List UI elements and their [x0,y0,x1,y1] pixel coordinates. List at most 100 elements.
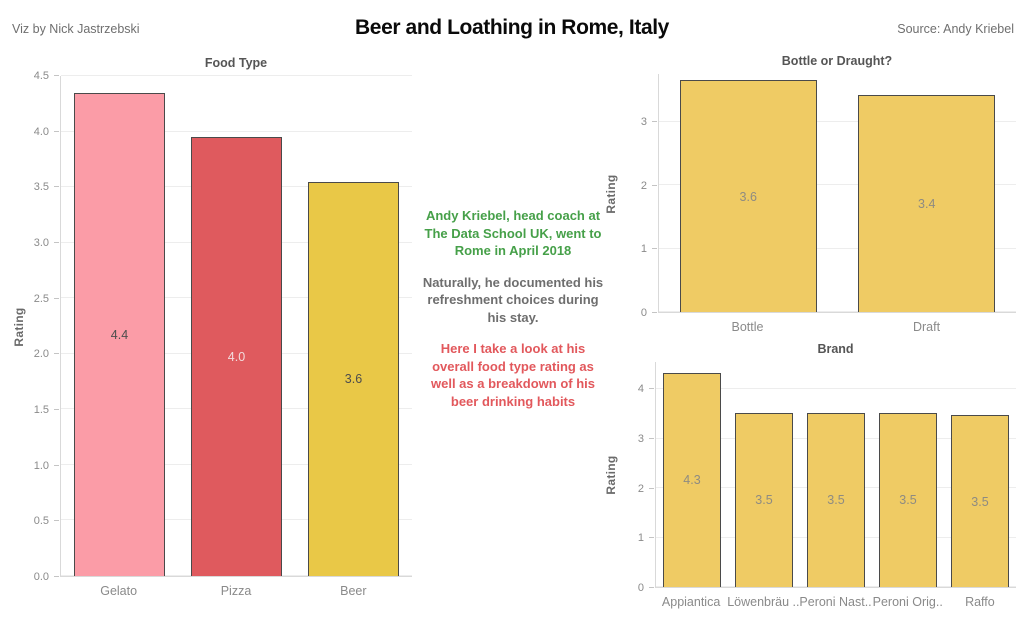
annotation-closing: Here I take a look at his overall food t… [431,341,595,409]
x-label-peroni-nast: Peroni Nast.. [799,595,872,609]
y-tick-mark [652,184,657,186]
category-band: 3.6 [659,74,838,312]
category-band: 4.0 [178,76,295,576]
y-tick-mark [54,464,59,466]
food-y-tick-label: 3.0 [33,237,49,250]
food-y-tick-label: 0.5 [33,515,49,528]
food-y-tick-label: 2.5 [33,292,49,305]
brand-y-axis-title: Rating [604,455,618,495]
bottle-chart-title: Bottle or Draught? [781,54,893,68]
x-label-draft: Draft [912,320,941,334]
x-label-raffo: Raffo [965,595,995,609]
x-label-bottle: Bottle [731,320,764,334]
bar-l-wenbr-u[interactable]: 3.5 [735,412,793,587]
y-tick-mark [54,130,59,132]
category-band: 3.6 [295,76,412,576]
bottle-plot-area: 3.6 3.4 [658,74,1016,313]
byline: Viz by Nick Jastrzebski [12,22,140,36]
category-band: 3.5 [728,362,800,587]
brand-x-labels: Appiantica Löwenbräu .. Peroni Nast.. Peron… [600,588,1016,614]
y-tick-mark [54,576,59,577]
annotation-middle: Naturally, he documented his refreshment… [422,274,604,325]
y-tick-mark [54,409,59,410]
bottle-y-axis: Rating 0 1 2 3 [600,74,658,319]
x-label-peroni-orig: Peroni Orig.. [872,595,943,609]
brand-y-tick-label: 4 [637,383,644,396]
food-type-chart: Food Type Rating 0.0 0.5 1.0 1.5 2.0 2.5 3.0 3.5 4… [8,56,412,603]
category-band: 3.5 [944,362,1016,587]
x-label-pizza: Pizza [220,584,252,598]
bottle-chart-body: Rating 0 1 2 3 3.6 3.4 [600,74,1016,319]
bar-peroni-nast[interactable]: 3.5 [807,412,865,587]
category-band: 4.3 [656,362,728,587]
food-y-tick-label: 1.0 [33,459,49,472]
food-y-tick-label: 4.0 [33,125,49,138]
y-tick-mark [54,242,59,243]
food-y-axis: Rating 0.0 0.5 1.0 1.5 2.0 2.5 3.0 3.5 4.0 4.5 [8,70,60,583]
food-bars: 4.4 4.0 3.6 [61,76,412,576]
bar-value-label: 4.0 [227,350,246,365]
annotation-block: Andy Kriebel, head coach at The Data Sch… [412,207,614,424]
bottle-y-tick-label: 1 [640,243,647,256]
bar-pizza[interactable]: 4.0 [190,137,283,576]
food-y-tick-label: 4.5 [33,70,49,82]
brand-y-tick-label: 1 [637,532,644,545]
category-band: 3.5 [872,362,944,587]
bar-bottle[interactable]: 3.6 [679,80,817,312]
x-label-appiantica: Appiantica [661,595,721,609]
gridline [659,120,1016,122]
bar-value-label: 3.5 [755,493,773,508]
y-tick-mark [649,537,654,539]
bar-draft[interactable]: 3.4 [858,94,996,312]
y-tick-mark [652,312,657,313]
bar-beer[interactable]: 3.6 [307,181,400,576]
food-y-tick-label: 0.0 [33,571,49,583]
category-band: 3.5 [800,362,872,587]
food-y-axis-title: Rating [12,306,26,347]
page-title: Beer and Loathing in Rome, Italy [355,16,669,39]
x-label-gelato: Gelato [100,584,138,598]
gridline [61,75,412,76]
bar-appiantica[interactable]: 4.3 [663,372,721,587]
bar-raffo[interactable]: 3.5 [951,415,1009,587]
food-y-tick-label: 3.5 [33,181,49,194]
brand-chart-title: Brand [817,342,854,356]
y-tick-mark [54,520,59,522]
bar-peroni-orig[interactable]: 3.5 [879,412,937,587]
y-tick-mark [652,120,657,122]
y-tick-mark [54,186,59,188]
brand-y-tick-label: 0 [637,582,644,594]
bar-value-label: 3.4 [918,196,936,211]
food-x-labels: Gelato Pizza Beer [8,577,412,603]
y-tick-mark [54,75,59,76]
bottle-y-tick-label: 3 [640,115,647,128]
bar-value-label: 3.5 [827,493,845,508]
brand-y-tick-label: 2 [637,482,644,495]
gridline [659,311,1016,312]
bottle-bars: 3.6 3.4 [659,74,1016,312]
bar-value-label: 3.5 [899,493,917,508]
source-credit: Source: Andy Kriebel [897,22,1014,36]
brand-y-tick-label: 3 [637,433,644,445]
food-chart-body: Rating 0.0 0.5 1.0 1.5 2.0 2.5 3.0 3.5 4.0 4.5 4.4 4… [8,70,412,583]
y-tick-mark [649,438,654,439]
bar-gelato[interactable]: 4.4 [73,92,166,576]
brand-plot-area: 4.3 3.5 3.5 3.5 3.5 [655,362,1016,588]
food-y-tick-label: 1.5 [33,404,49,417]
food-y-tick-label: 2.0 [33,348,49,361]
x-label-beer: Beer [340,584,367,598]
category-band: 4.4 [61,76,178,576]
bar-value-label: 3.6 [739,189,757,204]
gridline [659,247,1016,249]
food-plot-area: 4.4 4.0 3.6 [60,75,412,577]
bar-value-label: 3.5 [971,494,989,509]
y-tick-mark [54,353,59,355]
brand-chart-body: Rating 0 1 2 3 4 4.3 3.5 3.5 3.5 3.5 [600,362,1016,594]
bar-value-label: 4.3 [683,473,701,488]
y-tick-mark [649,487,654,489]
brand-chart: Brand Rating 0 1 2 3 4 4.3 3.5 3.5 3.5 3.5 Appiantic… [600,342,1016,614]
gridline [656,388,1016,390]
y-tick-mark [54,297,59,299]
gridline [61,130,412,132]
